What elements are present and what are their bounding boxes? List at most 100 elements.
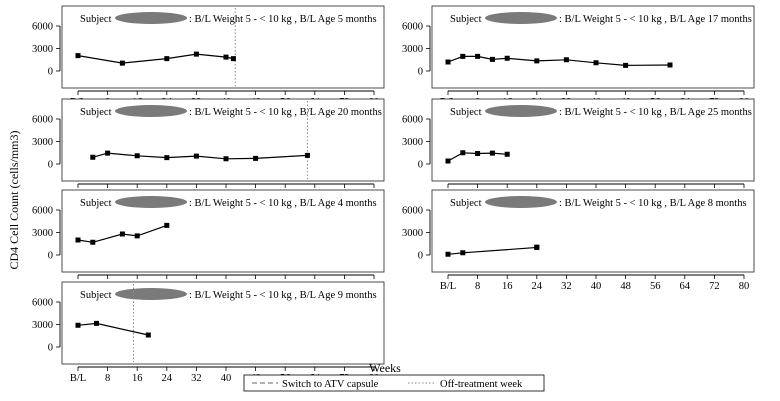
data-point-marker: [223, 156, 229, 162]
data-point-marker: [223, 54, 229, 60]
redacted-subject-id: [115, 196, 187, 208]
data-point-marker: [304, 152, 310, 158]
panel-title-prefix: Subject: [450, 198, 482, 209]
panel-title-suffix: : B/L Weight 5 - < 10 kg , B/L Age 20 mo…: [189, 107, 382, 118]
data-point-marker: [145, 332, 151, 338]
data-point-marker: [593, 60, 599, 66]
data-point-marker: [75, 322, 81, 328]
panel-title-suffix: : B/L Weight 5 - < 10 kg , B/L Age 8 mon…: [559, 198, 747, 209]
data-point-marker: [164, 155, 170, 161]
y-tick-label: 3000: [402, 137, 423, 148]
chart-panels: Subject : B/L Weight 5 - < 10 kg , B/L Ag…: [32, 5, 755, 384]
legend-label: Switch to ATV capsule: [282, 379, 379, 390]
panel-title-prefix: Subject: [450, 107, 482, 118]
data-point-marker: [563, 57, 569, 63]
data-point-marker: [134, 153, 140, 159]
x-tick-label: 24: [532, 281, 543, 292]
panel-title-prefix: Subject: [80, 107, 112, 118]
x-tick-label: 16: [132, 373, 143, 384]
data-point-marker: [105, 150, 111, 156]
data-point-marker: [119, 231, 125, 237]
data-point-marker: [90, 239, 96, 245]
x-tick-label: 8: [475, 281, 480, 292]
y-tick-label: 0: [418, 160, 423, 171]
x-tick-label: 40: [591, 281, 602, 292]
data-point-marker: [460, 250, 466, 256]
y-tick-label: 6000: [32, 115, 53, 126]
chart-legend: Switch to ATV capsule Off-treatment week: [243, 374, 545, 392]
y-tick-label: 3000: [402, 228, 423, 239]
data-point-marker: [504, 55, 510, 61]
y-tick-label: 0: [418, 67, 423, 78]
x-tick-label: 40: [221, 373, 232, 384]
panel-title-suffix: : B/L Weight 5 - < 10 kg , B/L Age 17 mo…: [559, 14, 752, 25]
y-tick-label: 0: [418, 251, 423, 262]
redacted-subject-id: [485, 196, 557, 208]
y-tick-label: 0: [48, 343, 53, 354]
data-point-marker: [460, 53, 466, 59]
y-tick-label: 0: [48, 251, 53, 262]
panel-frame: [61, 189, 385, 273]
data-point-marker: [534, 244, 540, 250]
panel-title-prefix: Subject: [80, 14, 112, 25]
data-point-marker: [75, 53, 81, 59]
x-tick-label: 80: [739, 281, 750, 292]
data-point-marker: [90, 154, 96, 160]
panel-title-prefix: Subject: [450, 14, 482, 25]
y-tick-label: 6000: [32, 22, 53, 33]
chart-panel: Subject : B/L Weight 5 - < 10 kg , B/L Ag…: [402, 189, 755, 292]
data-point-marker: [475, 151, 481, 156]
panel-title-prefix: Subject: [80, 290, 112, 301]
y-tick-label: 0: [48, 67, 53, 78]
x-tick-label: 48: [620, 281, 631, 292]
data-point-marker: [193, 51, 199, 57]
data-point-marker: [445, 158, 451, 164]
data-point-marker: [623, 62, 629, 68]
chart-panel: Subject: B/L Weight 5 - < 10 kg , B/L Ag…: [32, 281, 385, 384]
redacted-subject-id: [115, 105, 187, 117]
chart-panel: Subject : B/L Weight 5 - < 10 kg , B/L Ag…: [402, 5, 755, 108]
y-tick-label: 0: [48, 160, 53, 171]
data-point-marker: [230, 56, 236, 62]
y-tick-label: 3000: [32, 320, 53, 331]
data-point-marker: [445, 59, 451, 65]
data-point-marker: [75, 237, 81, 243]
data-point-marker: [489, 150, 495, 156]
cd4-series-line: [92, 152, 308, 160]
data-point-marker: [460, 150, 466, 156]
data-point-marker: [504, 151, 510, 157]
redacted-subject-id: [115, 12, 187, 24]
chart-panel: Subject: B/L Weight 5 - < 10 kg , B/L Ag…: [402, 98, 755, 201]
redacted-subject-id: [485, 12, 557, 24]
data-point-marker: [667, 62, 673, 68]
x-tick-label: 64: [680, 281, 691, 292]
y-tick-label: 6000: [32, 298, 53, 309]
panel-frame: [61, 98, 385, 182]
panel-frame: [61, 5, 385, 89]
legend-label: Off-treatment week: [440, 379, 523, 390]
legend-box: [243, 374, 545, 392]
x-tick-label: B/L: [70, 373, 86, 384]
chart-panel: Subject : B/L Weight 5 - < 10 kg , B/L Ag…: [32, 98, 385, 201]
redacted-subject-id: [485, 105, 557, 117]
panel-frame: [431, 189, 755, 273]
panel-title-suffix: : B/L Weight 5 - < 10 kg , B/L Age 5 mon…: [189, 14, 377, 25]
x-tick-label: 32: [191, 373, 202, 384]
data-point-marker: [164, 56, 170, 62]
data-point-marker: [119, 60, 125, 66]
panel-frame: [431, 98, 755, 182]
data-point-marker: [253, 155, 259, 161]
data-point-marker: [475, 53, 481, 59]
data-point-marker: [164, 222, 170, 228]
y-tick-label: 6000: [402, 115, 423, 126]
y-tick-label: 3000: [32, 137, 53, 148]
panel-frame: [61, 281, 385, 365]
x-tick-label: 72: [709, 281, 720, 292]
data-point-marker: [534, 58, 540, 64]
y-tick-label: 6000: [32, 206, 53, 217]
y-tick-label: 6000: [402, 22, 423, 33]
cd4-series-line: [447, 55, 671, 67]
chart-panel: Subject: B/L Weight 5 - < 10 kg , B/L Ag…: [32, 189, 385, 292]
data-point-marker: [193, 153, 199, 159]
chart-panel: Subject : B/L Weight 5 - < 10 kg , B/L Ag…: [32, 5, 385, 108]
